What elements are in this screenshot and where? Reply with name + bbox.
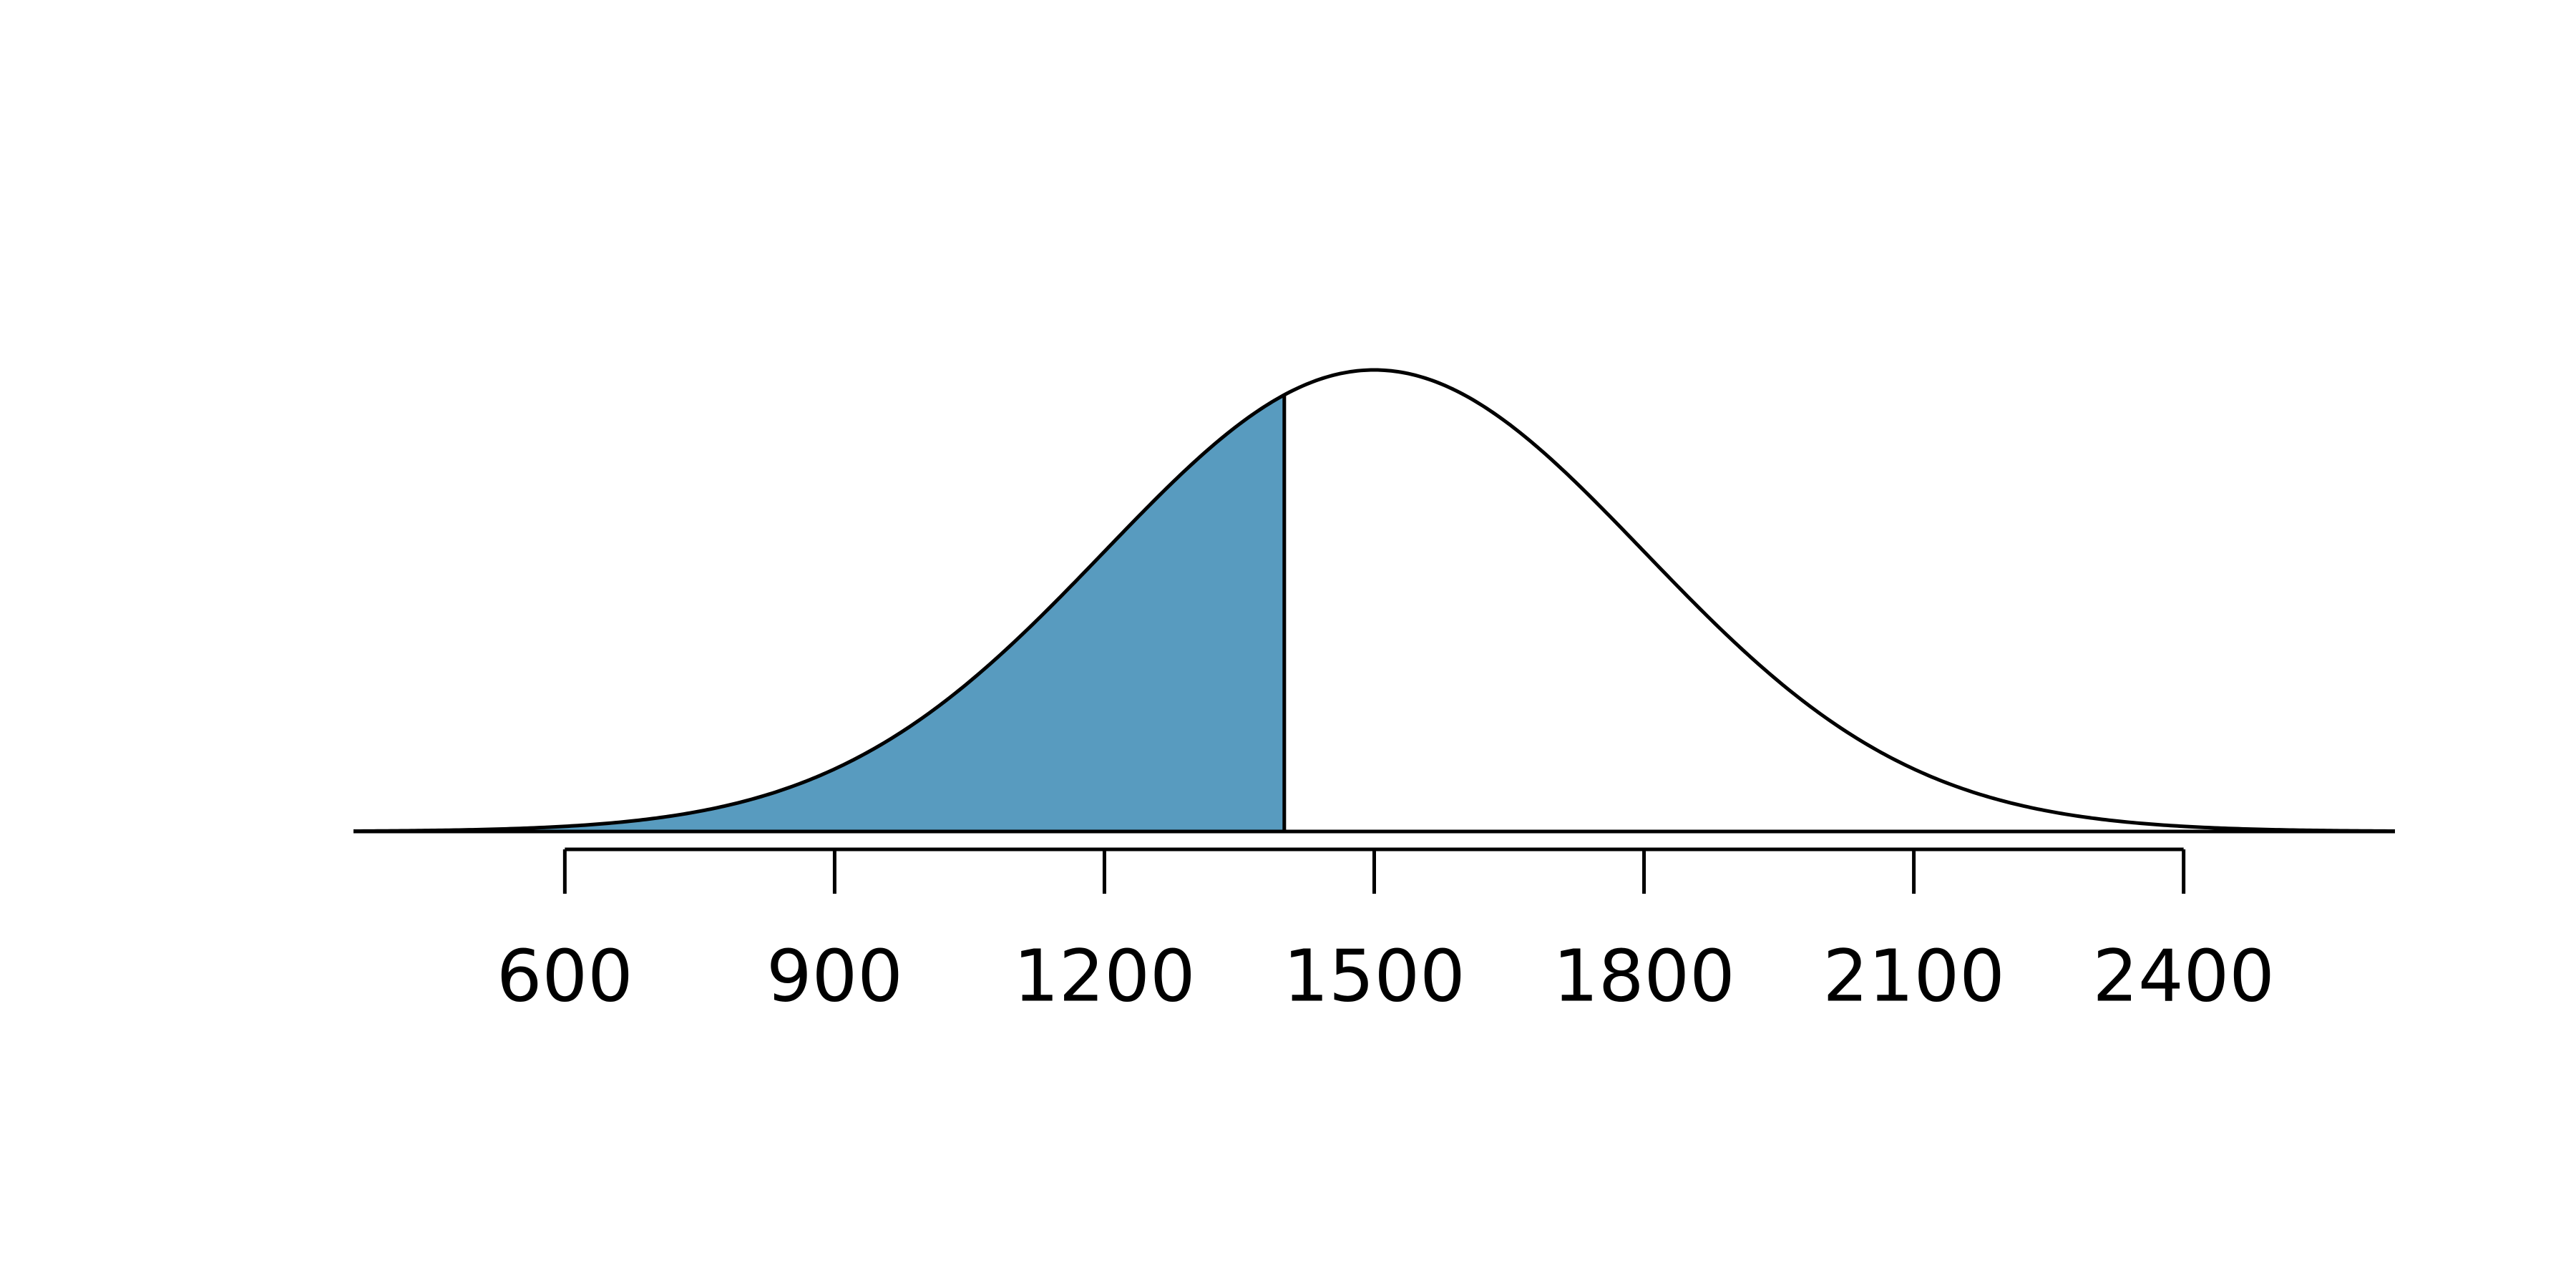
x-tick-label: 900 bbox=[766, 934, 903, 1018]
x-tick-label: 1500 bbox=[1283, 934, 1465, 1018]
x-tick-label: 1800 bbox=[1553, 934, 1735, 1018]
x-tick-label: 1200 bbox=[1013, 934, 1196, 1018]
density-curve bbox=[353, 368, 2396, 833]
shaded-area bbox=[353, 394, 1284, 831]
x-tick-label: 2100 bbox=[1823, 934, 2005, 1018]
x-tick-label: 600 bbox=[497, 934, 633, 1018]
x-tick-label: 2400 bbox=[2092, 934, 2275, 1018]
